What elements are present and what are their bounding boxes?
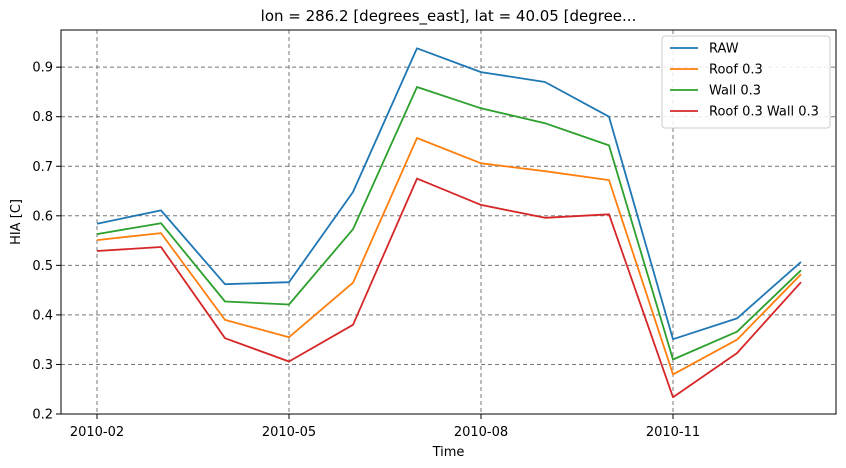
series-line-0 bbox=[96, 47, 802, 341]
legend-label: Roof 0.3 Wall 0.3 bbox=[709, 105, 819, 120]
axes-frame bbox=[60, 29, 837, 415]
x-tick-label: 2010-08 bbox=[454, 425, 508, 440]
y-tick-label: 0.9 bbox=[32, 61, 53, 76]
y-tick-label: 0.8 bbox=[32, 110, 53, 125]
x-axis-label: Time bbox=[432, 445, 465, 460]
y-tick-label: 0.6 bbox=[32, 209, 53, 224]
x-tick-label: 2010-02 bbox=[70, 425, 124, 440]
y-axis-ticks: 0.2 0.3 0.4 0.5 0.6 0.7 0.8 0.9 bbox=[32, 61, 61, 423]
y-tick-label: 0.7 bbox=[32, 160, 53, 175]
y-tick-label: 0.5 bbox=[32, 259, 53, 274]
x-axis-ticks: 2010-02 2010-05 2010-08 2010-11 bbox=[70, 414, 700, 440]
x-tick-label: 2010-05 bbox=[262, 425, 316, 440]
x-tick-label: 2010-11 bbox=[646, 425, 700, 440]
legend: RAW Roof 0.3 Wall 0.3 Roof 0.3 Wall 0.3 bbox=[661, 35, 831, 129]
y-axis-label: HIA [C] bbox=[9, 199, 24, 245]
legend-label: Roof 0.3 bbox=[709, 63, 763, 78]
y-tick-label: 0.4 bbox=[32, 308, 53, 323]
series-line-3 bbox=[96, 177, 802, 399]
series-line-2 bbox=[96, 86, 802, 361]
series-line-1 bbox=[96, 137, 802, 376]
y-tick-label: 0.2 bbox=[32, 408, 53, 423]
legend-label: RAW bbox=[709, 42, 739, 57]
chart-title: lon = 286.2 [degrees_east], lat = 40.05 … bbox=[261, 7, 637, 26]
legend-box bbox=[661, 35, 831, 129]
y-tick-label: 0.3 bbox=[32, 358, 53, 373]
legend-label: Wall 0.3 bbox=[709, 84, 761, 99]
series-lines bbox=[96, 47, 802, 399]
